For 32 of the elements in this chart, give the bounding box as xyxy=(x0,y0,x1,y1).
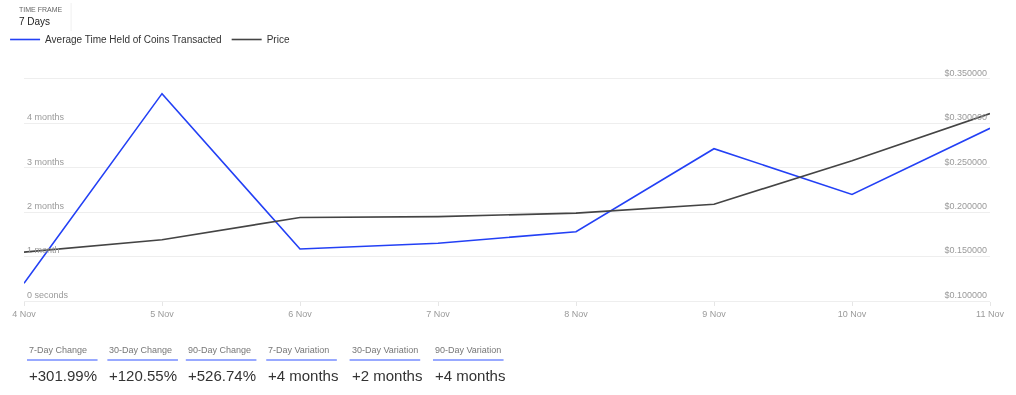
y2-tick-label: $0.100000 xyxy=(944,289,987,300)
x-tick-label: 4 Nov xyxy=(12,308,37,319)
text: +120.55% xyxy=(109,367,177,384)
y2-tick-label: $0.200000 xyxy=(944,201,987,212)
text: +301.99% xyxy=(29,367,97,384)
text: 7 Days xyxy=(19,16,51,27)
text: +4 months xyxy=(268,367,339,384)
y-tick-label: 2 months xyxy=(27,201,65,212)
x-tick-label: 6 Nov xyxy=(288,308,313,319)
x-tick-label: 5 Nov xyxy=(150,308,175,319)
legend-label: Average Time Held of Coins Transacted xyxy=(45,34,222,46)
x-tick-label: 7 Nov xyxy=(426,308,451,319)
y-tick-label: 4 months xyxy=(27,112,65,123)
x-tick-label: 9 Nov xyxy=(702,308,727,319)
y2-tick-label: $0.350000 xyxy=(944,67,987,78)
text: +4 months xyxy=(435,367,506,384)
text: +526.74% xyxy=(188,367,256,384)
x-tick-label: 8 Nov xyxy=(564,308,589,319)
text: 7-Day Change xyxy=(29,345,88,355)
text: 90-Day Variation xyxy=(435,345,502,355)
text: +2 months xyxy=(352,367,423,384)
text: 30-Day Variation xyxy=(352,345,419,355)
text: 90-Day Change xyxy=(188,345,252,355)
x-tick-label: 11 Nov xyxy=(976,308,1005,319)
text: 7-Day Variation xyxy=(268,345,330,355)
y2-tick-label: $0.150000 xyxy=(944,245,987,256)
x-tick-label: 10 Nov xyxy=(837,308,867,319)
legend-label: Price xyxy=(266,34,290,46)
y2-tick-label: $0.250000 xyxy=(944,156,987,167)
text: 30-Day Change xyxy=(109,345,173,355)
y-tick-label: 0 seconds xyxy=(27,289,69,300)
y-tick-label: 3 months xyxy=(27,156,65,167)
